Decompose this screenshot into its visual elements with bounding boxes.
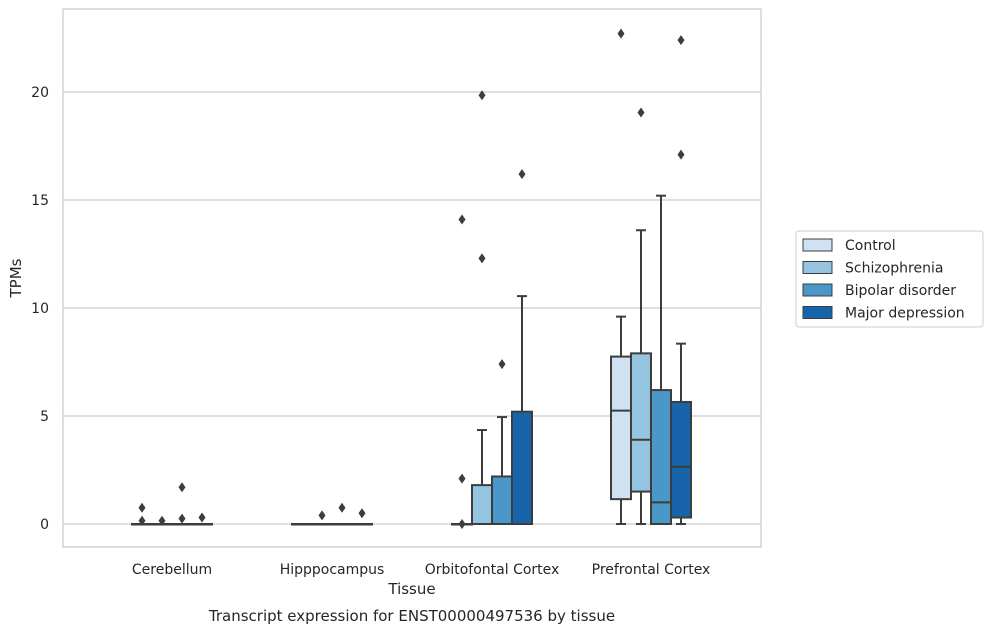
outlier-point — [458, 214, 466, 225]
legend-swatch — [802, 283, 833, 297]
x-tick-label: Orbitofontal Cortex — [425, 562, 560, 578]
box-group — [670, 35, 692, 525]
box — [471, 484, 493, 525]
legend-swatch — [802, 261, 833, 274]
legend-swatch — [802, 238, 833, 252]
outlier-point — [617, 28, 625, 39]
box-group — [511, 169, 533, 525]
outlier-point — [458, 473, 466, 484]
y-tick-label: 10 — [31, 301, 49, 317]
box-group — [331, 502, 353, 526]
y-tick-labels: 0 5 10 15 20 — [31, 85, 49, 533]
outlier-point — [358, 508, 366, 519]
box-group — [151, 515, 173, 526]
box — [610, 355, 632, 501]
legend-label: Control — [845, 238, 896, 254]
box-group — [351, 508, 373, 526]
x-tick-label: Cerebellum — [132, 562, 212, 578]
outlier-point — [478, 90, 486, 101]
legend-label: Major depression — [845, 306, 965, 322]
box-group — [311, 510, 333, 526]
box — [670, 400, 692, 519]
legend-label: Schizophrenia — [845, 261, 943, 277]
x-tick-label: Prefrontal Cortex — [592, 562, 711, 578]
box — [650, 389, 672, 525]
box-group — [471, 90, 493, 525]
box-group — [451, 214, 473, 529]
legend-frame — [795, 230, 984, 328]
box-series — [131, 28, 692, 529]
box-group — [291, 523, 313, 526]
box-group — [191, 512, 213, 526]
outlier-point — [518, 169, 526, 180]
box-group — [171, 482, 193, 526]
x-axis-label: Tissue — [387, 580, 435, 598]
outlier-point — [198, 512, 206, 523]
y-tick-label: 0 — [40, 517, 49, 533]
outlier-point — [637, 107, 645, 118]
outlier-point — [677, 35, 685, 46]
outlier-point — [338, 502, 346, 513]
chart-caption: Transcript expression for ENST0000049753… — [208, 607, 615, 625]
outlier-point — [138, 515, 146, 526]
legend: Control Schizophrenia Bipolar disorder Majo… — [795, 230, 984, 328]
y-axis-label: TPMs — [7, 258, 25, 298]
outlier-point — [677, 149, 685, 160]
box — [491, 475, 513, 526]
box-group — [131, 502, 153, 526]
outlier-point — [178, 482, 186, 493]
outlier-point — [478, 253, 486, 264]
legend-label: Bipolar disorder — [845, 283, 956, 299]
box-group — [491, 359, 513, 526]
x-tick-label: Hipppocampus — [280, 562, 385, 578]
box-group — [630, 107, 652, 525]
outlier-point — [318, 510, 326, 521]
box — [511, 410, 533, 525]
outlier-point — [458, 519, 466, 529]
plot-frame — [62, 8, 762, 548]
legend-swatch — [802, 306, 833, 319]
y-tick-label: 20 — [31, 85, 49, 101]
y-tick-label: 15 — [31, 193, 49, 209]
x-tick-labels: Cerebellum Hipppocampus Orbitofontal Corte… — [132, 562, 710, 578]
outlier-point — [178, 513, 186, 524]
outlier-point — [498, 359, 506, 370]
box-group — [650, 194, 672, 525]
outlier-point — [138, 502, 146, 513]
outlier-point — [158, 515, 166, 526]
box-group — [610, 28, 632, 525]
y-tick-label: 5 — [40, 409, 49, 425]
box — [630, 352, 652, 493]
